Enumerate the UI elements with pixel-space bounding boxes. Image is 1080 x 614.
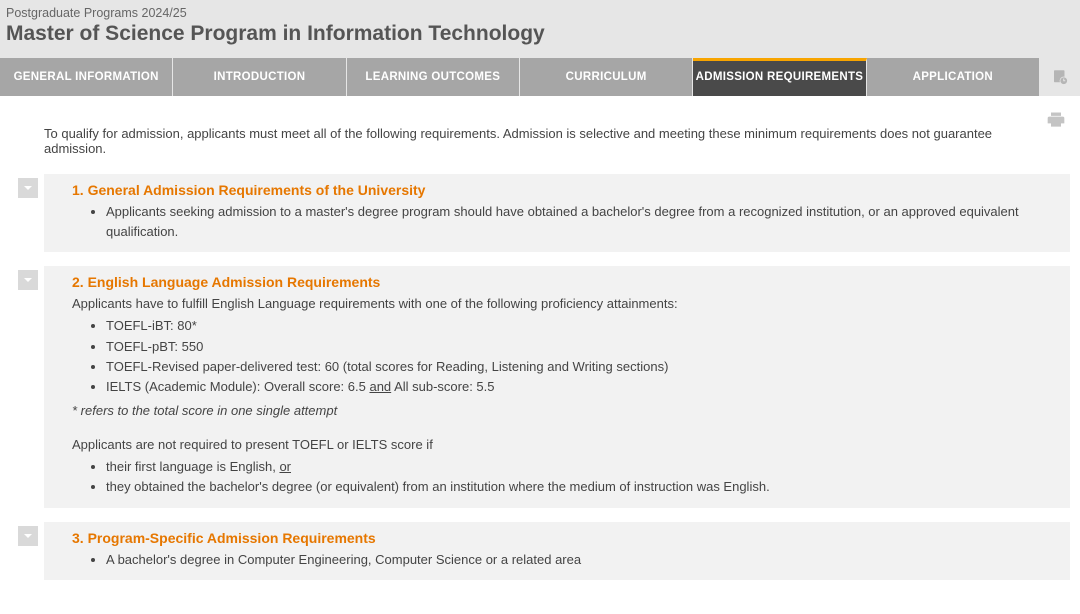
- tab-application[interactable]: APPLICATION: [867, 58, 1040, 96]
- list-item: they obtained the bachelor's degree (or …: [106, 477, 1060, 497]
- list-item: TOEFL-iBT: 80*: [106, 316, 1060, 336]
- section-title: 3. Program-Specific Admission Requiremen…: [44, 530, 1060, 546]
- note-text: * refers to the total score in one singl…: [72, 401, 1060, 421]
- tab-introduction[interactable]: INTRODUCTION: [173, 58, 346, 96]
- page-title: Master of Science Program in Information…: [6, 22, 1074, 46]
- tab-admission-requirements[interactable]: ADMISSION REQUIREMENTS: [693, 58, 866, 96]
- content-area: To qualify for admission, applicants mus…: [0, 96, 1080, 614]
- section-body: A bachelor's degree in Computer Engineer…: [44, 550, 1060, 570]
- lead-text: Applicants have to fulfill English Langu…: [72, 294, 1060, 314]
- tab-curriculum[interactable]: CURRICULUM: [520, 58, 693, 96]
- tabs-nav: GENERAL INFORMATION INTRODUCTION LEARNIN…: [0, 56, 1080, 96]
- tab-general-information[interactable]: GENERAL INFORMATION: [0, 58, 173, 96]
- list-item: A bachelor's degree in Computer Engineer…: [106, 550, 1060, 570]
- section-general-requirements: 1. General Admission Requirements of the…: [44, 174, 1070, 252]
- section-title: 2. English Language Admission Requiremen…: [44, 274, 1060, 290]
- collapse-toggle-icon[interactable]: [18, 270, 38, 290]
- section-english-requirements: 2. English Language Admission Requiremen…: [44, 266, 1070, 507]
- page-header: Postgraduate Programs 2024/25 Master of …: [0, 0, 1080, 56]
- list-item: TOEFL-Revised paper-delivered test: 60 (…: [106, 357, 1060, 377]
- tab-learning-outcomes[interactable]: LEARNING OUTCOMES: [347, 58, 520, 96]
- section-body: Applicants have to fulfill English Langu…: [44, 294, 1060, 497]
- list-item: TOEFL-pBT: 550: [106, 337, 1060, 357]
- list-item: their first language is English, or: [106, 457, 1060, 477]
- print-icon[interactable]: [1046, 110, 1066, 135]
- section-program-specific: 3. Program-Specific Admission Requiremen…: [44, 522, 1070, 580]
- breadcrumb: Postgraduate Programs 2024/25: [6, 6, 1074, 20]
- exempt-lead: Applicants are not required to present T…: [72, 435, 1060, 455]
- collapse-toggle-icon[interactable]: [18, 526, 38, 546]
- intro-text: To qualify for admission, applicants mus…: [0, 116, 1080, 174]
- tab-clock-icon[interactable]: [1040, 58, 1080, 96]
- section-body: Applicants seeking admission to a master…: [44, 202, 1060, 242]
- section-title: 1. General Admission Requirements of the…: [44, 182, 1060, 198]
- list-item: Applicants seeking admission to a master…: [106, 202, 1060, 242]
- collapse-toggle-icon[interactable]: [18, 178, 38, 198]
- list-item: IELTS (Academic Module): Overall score: …: [106, 377, 1060, 397]
